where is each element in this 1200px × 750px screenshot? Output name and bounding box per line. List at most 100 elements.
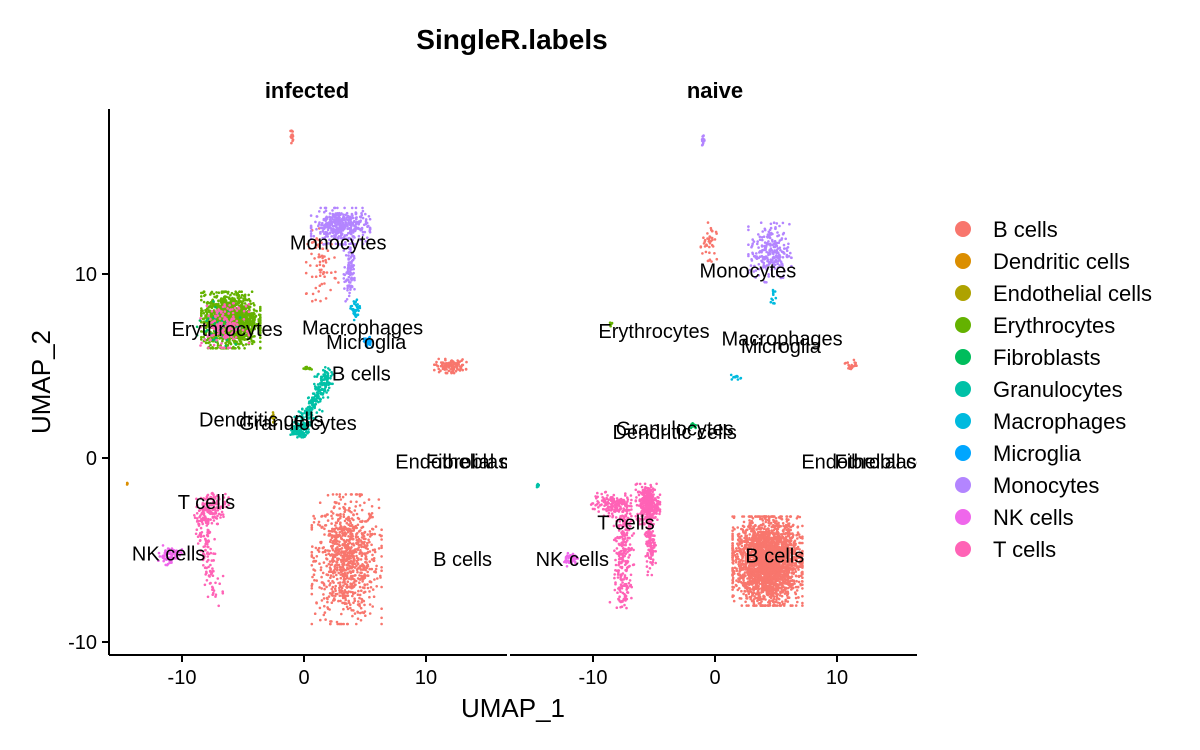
data-point bbox=[343, 273, 347, 277]
data-point bbox=[231, 305, 234, 308]
data-point bbox=[342, 550, 346, 553]
data-point bbox=[337, 599, 340, 603]
data-point bbox=[338, 583, 342, 587]
data-point bbox=[202, 311, 206, 315]
data-point bbox=[458, 365, 461, 368]
data-point bbox=[325, 231, 329, 234]
data-point bbox=[352, 267, 355, 271]
data-point bbox=[200, 295, 203, 298]
data-point bbox=[165, 558, 168, 561]
data-point bbox=[213, 325, 216, 329]
data-point bbox=[232, 322, 235, 326]
data-point bbox=[328, 382, 331, 385]
data-point bbox=[376, 577, 379, 580]
data-point bbox=[300, 415, 304, 418]
data-point bbox=[359, 611, 362, 615]
data-point bbox=[347, 261, 351, 264]
data-point bbox=[336, 237, 340, 241]
data-point bbox=[201, 503, 204, 506]
data-point bbox=[435, 360, 438, 364]
data-point bbox=[301, 436, 305, 439]
data-point bbox=[217, 502, 220, 506]
data-point bbox=[358, 581, 361, 584]
data-point bbox=[195, 528, 199, 531]
cluster-label: Granulocytes bbox=[239, 413, 357, 435]
data-point bbox=[437, 370, 441, 374]
data-point bbox=[259, 331, 262, 335]
data-point bbox=[349, 606, 352, 610]
data-point bbox=[339, 567, 342, 571]
data-point bbox=[211, 574, 215, 577]
data-point bbox=[343, 525, 346, 529]
data-point bbox=[760, 517, 764, 521]
data-point bbox=[748, 595, 752, 599]
data-point bbox=[214, 305, 217, 309]
cluster-endothelial-cells bbox=[270, 411, 277, 424]
data-point bbox=[349, 277, 353, 280]
data-point bbox=[331, 544, 335, 547]
data-point bbox=[333, 218, 336, 222]
data-point bbox=[353, 574, 356, 577]
data-point bbox=[233, 306, 237, 310]
data-point bbox=[311, 575, 314, 579]
data-point bbox=[245, 316, 249, 320]
data-point bbox=[337, 548, 341, 551]
data-point bbox=[354, 300, 358, 303]
data-point bbox=[215, 338, 218, 342]
data-point bbox=[318, 606, 322, 610]
data-point bbox=[320, 575, 323, 579]
data-point bbox=[346, 567, 349, 571]
data-point bbox=[218, 304, 222, 308]
data-point bbox=[206, 338, 209, 342]
data-point bbox=[308, 366, 312, 370]
data-point bbox=[365, 561, 368, 564]
data-point bbox=[238, 290, 241, 293]
data-point bbox=[303, 411, 306, 415]
data-point bbox=[162, 554, 166, 557]
data-point bbox=[325, 557, 328, 560]
data-point bbox=[205, 541, 208, 544]
data-point bbox=[204, 310, 208, 313]
data-point bbox=[308, 411, 312, 414]
data-point bbox=[340, 212, 343, 215]
data-point bbox=[361, 242, 365, 246]
data-point bbox=[350, 259, 354, 263]
data-point bbox=[232, 302, 235, 305]
data-point bbox=[213, 322, 217, 326]
data-point bbox=[200, 307, 203, 310]
data-point bbox=[352, 231, 355, 234]
data-point bbox=[315, 411, 319, 414]
data-point bbox=[319, 232, 322, 235]
data-point bbox=[199, 514, 202, 517]
data-point bbox=[352, 609, 355, 612]
cluster-granulocytes bbox=[289, 426, 310, 439]
data-point bbox=[371, 553, 374, 557]
data-point bbox=[303, 434, 307, 437]
data-point bbox=[337, 563, 341, 567]
data-point bbox=[352, 300, 356, 303]
data-point bbox=[312, 392, 316, 396]
data-point bbox=[455, 365, 459, 369]
data-point bbox=[208, 530, 212, 534]
data-point bbox=[349, 575, 353, 579]
data-point bbox=[331, 585, 335, 589]
data-point bbox=[312, 560, 315, 563]
data-point bbox=[348, 538, 352, 541]
data-point bbox=[161, 544, 165, 547]
data-point bbox=[344, 493, 348, 496]
data-point bbox=[244, 334, 247, 338]
data-point bbox=[353, 597, 356, 600]
data-point bbox=[353, 526, 356, 530]
data-point bbox=[328, 212, 332, 215]
data-point bbox=[200, 330, 203, 333]
data-point bbox=[215, 291, 218, 294]
data-point bbox=[234, 342, 237, 346]
data-point bbox=[328, 592, 332, 595]
data-point bbox=[329, 568, 332, 571]
data-point bbox=[252, 308, 256, 311]
data-point bbox=[346, 518, 350, 522]
data-point bbox=[175, 549, 178, 552]
data-point bbox=[350, 285, 354, 288]
data-point bbox=[216, 329, 219, 332]
